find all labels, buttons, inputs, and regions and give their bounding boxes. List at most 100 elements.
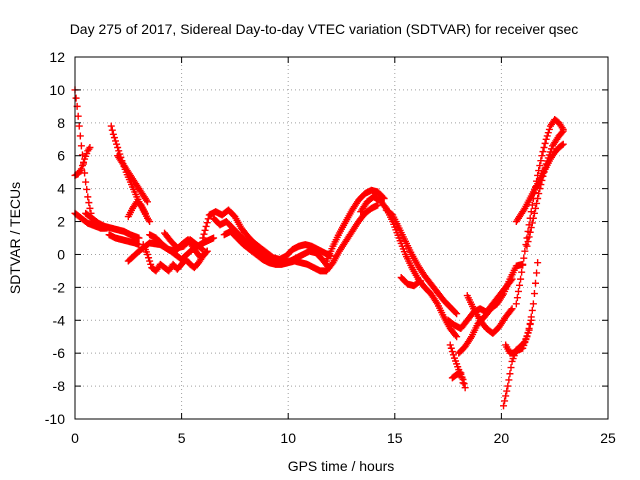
series-arc-23 [463,292,516,337]
data-point [534,195,542,203]
data-point [521,247,529,255]
x-tick-label: 0 [71,430,79,446]
series-arc-29 [523,127,567,250]
data-point [109,130,117,138]
series-arc-28 [512,140,567,226]
data-point [532,279,540,287]
series-arc-24 [455,260,527,357]
series-arc-4 [82,209,143,242]
data-point [527,208,535,216]
data-point [538,176,546,184]
data-point [535,167,543,175]
data-point [86,204,94,212]
data-point [108,126,116,134]
data-point [530,290,538,298]
data-point [504,382,512,390]
data-point [506,370,514,378]
data-point [81,169,89,177]
data-point [374,201,382,209]
chart-title: Day 275 of 2017, Sidereal Day-to-day VTE… [70,21,579,37]
data-point [459,379,467,387]
data-point [536,185,544,193]
data-point [460,380,468,388]
data-point [113,140,121,148]
data-point [520,254,528,262]
y-tick-label: -10 [45,411,65,427]
data-point [518,268,526,276]
data-point [112,137,120,145]
data-point [540,144,548,151]
series-arc-1 [71,86,111,232]
data-point [199,234,207,242]
data-point [539,172,547,180]
y-tick-label: 10 [49,82,65,98]
data-point [72,94,80,102]
data-point [528,306,536,314]
data-point [526,228,534,236]
data-point [527,316,535,324]
data-point [533,199,541,207]
y-tick-label: 0 [57,246,65,262]
axis-ticks: 0 5 10 15 20 25 -10 -8 -6 -4 -2 0 2 4 6 8 10 12 [45,49,616,446]
data-point [203,219,211,227]
data-point [200,230,208,238]
data-point [528,219,536,227]
data-point [78,151,86,159]
data-point [146,257,154,265]
data-point [147,260,155,268]
series-arc-16 [323,186,388,265]
data-point [449,351,457,359]
y-tick-label: -4 [53,312,66,328]
data-point [85,199,93,207]
data-point [448,348,456,356]
series-arc-17 [357,193,461,341]
plot-frame [74,56,609,420]
y-tick-label: 6 [57,148,65,164]
data-point [143,250,151,258]
data-point [507,306,515,314]
series-arc-8 [105,231,143,249]
data-point [452,331,460,339]
data-point [503,387,511,395]
data-point [537,181,545,189]
data-point [201,226,209,234]
series-arc-15 [220,201,382,275]
series-arc-6 [114,152,151,206]
y-tick-label: -6 [53,345,66,361]
data-point [541,164,549,172]
data-point [508,305,516,313]
x-tick-label: 10 [280,430,296,446]
data-point [107,122,115,130]
data-point [500,402,508,410]
data-point [146,218,154,226]
data-point [198,245,206,253]
data-point [529,300,537,308]
data-point [461,384,469,392]
data-point [512,300,520,308]
y-axis-label: SDTVAR / TECUs [7,182,23,294]
data-point [458,374,466,382]
data-point [539,148,547,156]
data-point [526,320,534,328]
series-arc-12 [161,229,207,254]
data-point [415,278,423,286]
data-point [535,190,543,198]
data-point [416,277,424,285]
series-arc-2 [71,144,94,179]
data-point [78,162,86,170]
data-point [199,246,207,254]
data-point [545,125,553,133]
x-tick-label: 20 [494,430,510,446]
y-tick-label: 8 [57,115,65,131]
data-point [452,309,460,317]
series-arc-19 [397,273,424,290]
data-point [505,376,513,384]
data-point [541,139,549,147]
data-point [559,127,567,135]
data-point [110,134,118,142]
data-point [141,209,149,217]
data-point [447,344,455,352]
series-arc-27 [512,116,567,308]
x-tick-label: 5 [178,430,186,446]
